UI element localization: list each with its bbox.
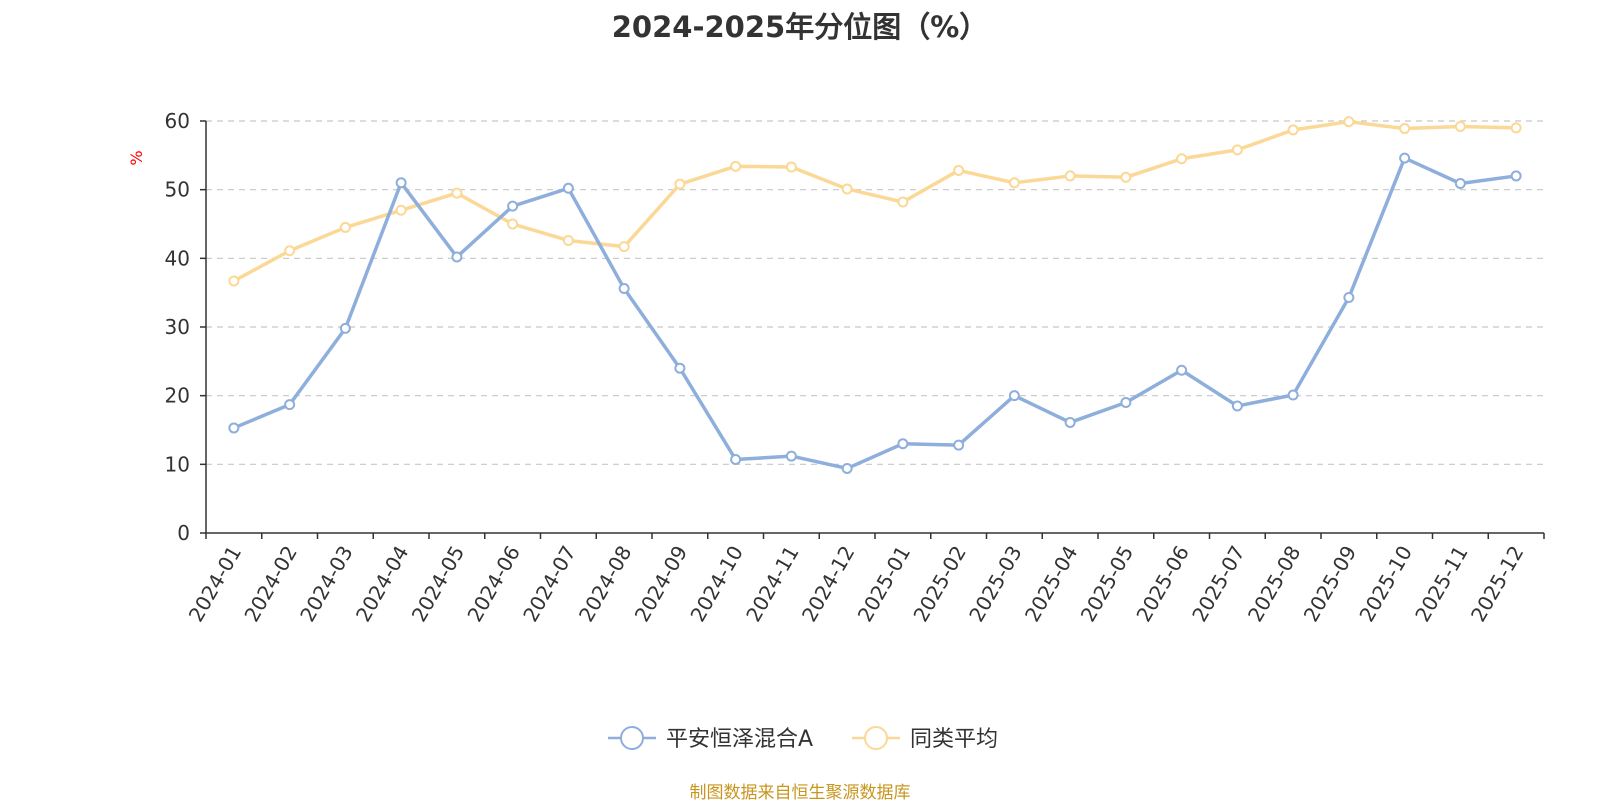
data-point[interactable]: [339, 221, 351, 233]
data-point[interactable]: [562, 182, 574, 194]
data-point[interactable]: [284, 245, 296, 257]
x-tick-label: 2025-08: [1243, 542, 1306, 626]
legend: 平安恒泽混合A 同类平均: [608, 726, 998, 752]
axes: 01020304050602024-012024-022024-032024-0…: [165, 109, 1545, 626]
x-tick-label: 2025-03: [964, 542, 1027, 626]
data-point[interactable]: [1231, 144, 1243, 156]
data-point[interactable]: [1510, 170, 1522, 182]
x-tick-label: 2024-12: [797, 542, 860, 626]
series-line-1: [233, 119, 1517, 283]
legend-label[interactable]: 平安恒泽混合A: [666, 727, 813, 752]
data-point[interactable]: [1176, 153, 1188, 165]
data-point[interactable]: [730, 160, 742, 172]
data-point[interactable]: [284, 399, 296, 411]
data-point[interactable]: [395, 204, 407, 216]
x-tick-label: 2025-04: [1020, 542, 1083, 626]
data-point[interactable]: [1008, 177, 1020, 189]
x-tick-label: 2024-11: [741, 542, 804, 626]
x-tick-label: 2024-01: [184, 542, 247, 626]
data-point[interactable]: [841, 462, 853, 474]
grid-lines: [206, 120, 1544, 465]
x-tick-label: 2025-11: [1410, 542, 1473, 626]
data-point[interactable]: [674, 362, 686, 374]
data-point[interactable]: [1343, 116, 1355, 128]
x-tick-label: 2025-05: [1076, 542, 1139, 626]
data-point[interactable]: [1120, 171, 1132, 183]
x-tick-label: 2024-03: [295, 542, 358, 626]
legend-marker: [864, 726, 888, 750]
y-tick-label: 40: [165, 246, 190, 270]
x-tick-label: 2024-06: [462, 542, 525, 626]
data-point[interactable]: [841, 183, 853, 195]
data-point[interactable]: [897, 196, 909, 208]
y-tick-label: 30: [165, 315, 190, 339]
data-point[interactable]: [1120, 397, 1132, 409]
data-point[interactable]: [1008, 390, 1020, 402]
x-tick-label: 2025-02: [908, 542, 971, 626]
y-tick-label: 60: [165, 109, 190, 133]
data-point[interactable]: [395, 177, 407, 189]
y-tick-label: 0: [177, 521, 190, 545]
data-point[interactable]: [562, 234, 574, 246]
x-tick-label: 2025-12: [1466, 542, 1529, 626]
x-tick-label: 2024-08: [574, 542, 637, 626]
chart-title: 2024-2025年分位图（%）: [611, 10, 989, 44]
data-point[interactable]: [897, 438, 909, 450]
y-tick-label: 20: [165, 384, 190, 408]
data-point[interactable]: [507, 200, 519, 212]
data-point[interactable]: [953, 164, 965, 176]
data-point[interactable]: [674, 178, 686, 190]
data-point[interactable]: [618, 283, 630, 295]
data-source-note: 制图数据来自恒生聚源数据库: [689, 783, 911, 803]
x-tick-label: 2025-10: [1354, 542, 1417, 626]
series-line-0: [233, 156, 1517, 471]
data-point[interactable]: [1287, 389, 1299, 401]
data-point[interactable]: [953, 439, 965, 451]
data-point[interactable]: [785, 450, 797, 462]
data-point[interactable]: [730, 454, 742, 466]
y-axis-unit-label: %: [127, 150, 146, 165]
x-tick-label: 2025-01: [853, 542, 916, 626]
data-point[interactable]: [1454, 177, 1466, 189]
data-point[interactable]: [1064, 170, 1076, 182]
x-tick-label: 2024-10: [685, 542, 748, 626]
data-point[interactable]: [1399, 152, 1411, 164]
data-point[interactable]: [451, 187, 463, 199]
x-tick-label: 2024-02: [239, 542, 302, 626]
legend-marker: [620, 726, 644, 750]
data-point[interactable]: [785, 161, 797, 173]
x-tick-label: 2025-09: [1299, 542, 1362, 626]
data-point[interactable]: [1231, 400, 1243, 412]
x-tick-label: 2024-09: [630, 542, 693, 626]
data-point[interactable]: [1287, 124, 1299, 136]
data-point[interactable]: [1176, 364, 1188, 376]
x-tick-label: 2024-05: [407, 542, 470, 626]
x-tick-label: 2025-07: [1187, 542, 1250, 626]
x-tick-label: 2025-06: [1131, 542, 1194, 626]
data-point[interactable]: [507, 218, 519, 230]
data-point[interactable]: [1454, 120, 1466, 132]
data-point[interactable]: [339, 322, 351, 334]
y-tick-label: 50: [165, 178, 190, 202]
data-point[interactable]: [1399, 123, 1411, 135]
data-point[interactable]: [1343, 291, 1355, 303]
data-point[interactable]: [618, 241, 630, 253]
x-tick-label: 2024-04: [351, 542, 414, 626]
y-tick-label: 10: [165, 452, 190, 476]
data-point[interactable]: [1064, 416, 1076, 428]
data-point[interactable]: [228, 275, 240, 287]
series-lines: [228, 116, 1522, 474]
data-point[interactable]: [228, 422, 240, 434]
data-point[interactable]: [1510, 122, 1522, 134]
legend-label[interactable]: 同类平均: [910, 727, 998, 752]
x-tick-label: 2024-07: [518, 542, 581, 626]
data-point[interactable]: [451, 251, 463, 263]
